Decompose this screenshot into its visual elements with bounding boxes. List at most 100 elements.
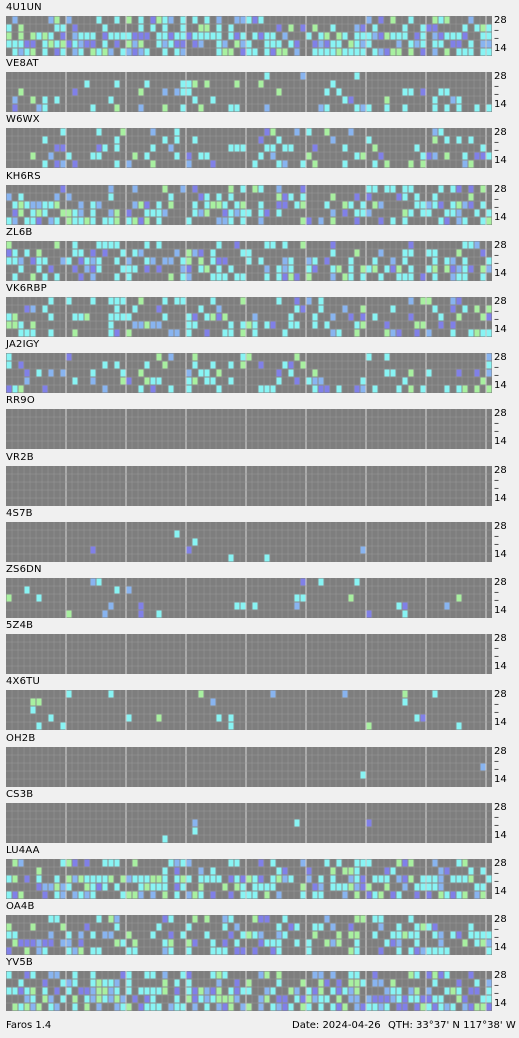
signal-cell [126, 714, 132, 722]
signal-cell [342, 144, 348, 152]
signal-cell [216, 16, 222, 24]
signal-cell [396, 987, 402, 995]
signal-cell [30, 273, 36, 281]
signal-cell [288, 321, 294, 329]
propagation-grid [6, 72, 492, 113]
signal-cell [96, 265, 102, 273]
signal-cell [324, 385, 330, 393]
signal-cell [132, 152, 138, 160]
signal-cell [300, 883, 306, 891]
signal-cell [282, 867, 288, 875]
signal-cell [438, 40, 444, 48]
signal-cell [324, 257, 330, 265]
signal-cell [186, 947, 192, 955]
signal-cell [276, 88, 282, 96]
signal-cell [240, 209, 246, 217]
signal-cell [438, 128, 444, 136]
beacon-callsign: OH2B [6, 732, 36, 744]
signal-cell [192, 32, 198, 40]
signal-cell [192, 939, 198, 947]
signal-cell [486, 40, 492, 48]
signal-cell [126, 586, 132, 594]
signal-cell [216, 241, 222, 249]
signal-cell [366, 265, 372, 273]
band-tick: – [494, 651, 499, 663]
signal-cell [24, 995, 30, 1003]
signal-cell [18, 40, 24, 48]
signal-cell [462, 152, 468, 160]
signal-cell [30, 40, 36, 48]
signal-cell [282, 257, 288, 265]
signal-cell [60, 209, 66, 217]
signal-cell [408, 971, 414, 979]
signal-cell [42, 209, 48, 217]
signal-cell [324, 939, 330, 947]
signal-cell [144, 1003, 150, 1011]
signal-cell [330, 875, 336, 883]
signal-cell [18, 209, 24, 217]
band-label-bottom: 14 [494, 380, 507, 392]
signal-cell [102, 859, 108, 867]
signal-cell [156, 209, 162, 217]
signal-cell [396, 995, 402, 1003]
signal-cell [438, 88, 444, 96]
signal-cell [276, 193, 282, 201]
signal-cell [426, 875, 432, 883]
signal-cell [348, 979, 354, 987]
signal-cell [354, 152, 360, 160]
signal-cell [450, 209, 456, 217]
signal-cell [456, 891, 462, 899]
signal-cell [162, 883, 168, 891]
signal-cell [300, 1003, 306, 1011]
signal-cell [150, 209, 156, 217]
signal-cell [228, 1003, 234, 1011]
signal-cell [486, 329, 492, 337]
signal-cell [270, 987, 276, 995]
signal-cell [414, 329, 420, 337]
signal-cell [222, 971, 228, 979]
signal-cell [222, 939, 228, 947]
signal-cell [402, 377, 408, 385]
signal-cell [144, 217, 150, 225]
signal-cell [402, 249, 408, 257]
signal-cell [408, 249, 414, 257]
signal-cell [366, 16, 372, 24]
signal-cell [90, 891, 96, 899]
signal-cell [366, 32, 372, 40]
signal-cell [240, 891, 246, 899]
signal-cell [132, 201, 138, 209]
band-tick: – [494, 868, 499, 879]
band-label-bottom: 14 [494, 886, 507, 897]
signal-cell [396, 939, 402, 947]
signal-cell [426, 209, 432, 217]
signal-cell [210, 377, 216, 385]
signal-cell [54, 48, 60, 56]
signal-cell [282, 265, 288, 273]
signal-cell [270, 939, 276, 947]
signal-cell [36, 883, 42, 891]
signal-cell [330, 923, 336, 931]
signal-cell [474, 385, 480, 393]
signal-cell [432, 875, 438, 883]
band-label-top: 28 [494, 801, 507, 813]
signal-cell [402, 931, 408, 939]
beacon-panel: 5Z4B 28– –14 [0, 620, 519, 676]
signal-cell [90, 201, 96, 209]
signal-cell [300, 201, 306, 209]
signal-cell [444, 947, 450, 955]
signal-cell [162, 24, 168, 32]
signal-cell [264, 48, 270, 56]
signal-cell [372, 931, 378, 939]
signal-cell [330, 24, 336, 32]
signal-cell [12, 257, 18, 265]
signal-cell [78, 40, 84, 48]
signal-cell [198, 987, 204, 995]
signal-cell [300, 24, 306, 32]
signal-cell [396, 32, 402, 40]
signal-cell [204, 265, 210, 273]
signal-cell [108, 48, 114, 56]
signal-cell [234, 602, 240, 610]
signal-cell [72, 875, 78, 883]
signal-cell [132, 305, 138, 313]
signal-cell [318, 995, 324, 1003]
